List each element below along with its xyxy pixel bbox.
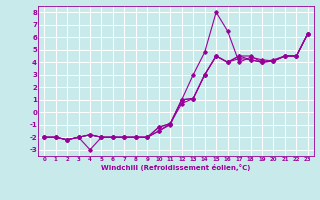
X-axis label: Windchill (Refroidissement éolien,°C): Windchill (Refroidissement éolien,°C): [101, 164, 251, 171]
